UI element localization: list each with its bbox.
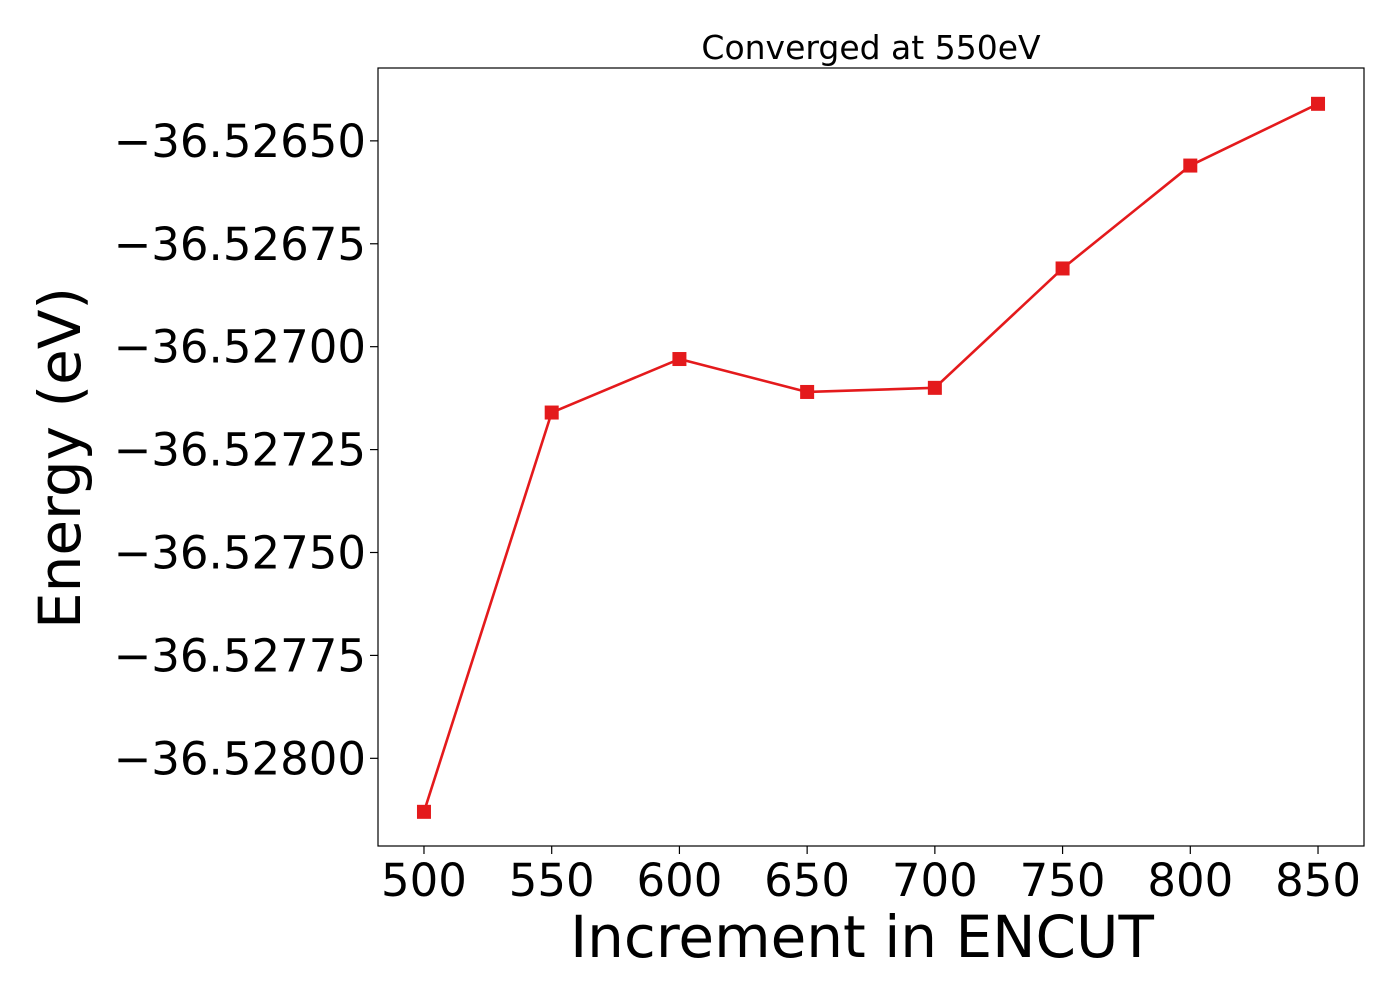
y-tick-label: −36.52750 xyxy=(114,527,366,580)
x-tick-label: 750 xyxy=(1020,854,1106,907)
y-tick-label: −36.52700 xyxy=(114,321,366,374)
x-tick-label: 850 xyxy=(1275,854,1361,907)
series-line xyxy=(422,102,1319,813)
series-layer xyxy=(416,96,1326,819)
y-tick-label: −36.52800 xyxy=(114,732,366,785)
plot-area-frame xyxy=(377,67,1365,847)
x-tick-label: 700 xyxy=(892,854,978,907)
x-tick-label: 650 xyxy=(764,854,850,907)
data-point-marker xyxy=(1311,96,1326,111)
data-point-marker xyxy=(672,352,687,367)
data-point-marker xyxy=(1055,261,1070,276)
x-axis-ticks: 500 550 600 650 700 750 800 850 xyxy=(381,846,1361,907)
x-tick-label: 800 xyxy=(1147,854,1233,907)
chart-title: Converged at 550eV xyxy=(701,28,1041,67)
data-point-marker xyxy=(416,804,431,819)
y-tick-label: −36.52775 xyxy=(114,629,366,682)
y-axis-label: Energy (eV) xyxy=(26,287,94,629)
y-tick-label: −36.52650 xyxy=(114,115,366,168)
y-axis-ticks: −36.52800 −36.52775 −36.52750 −36.52725 −36.… xyxy=(114,115,378,785)
data-point-marker xyxy=(800,384,815,399)
data-point-marker xyxy=(544,405,559,420)
x-axis-label: Increment in ENCUT xyxy=(570,903,1154,971)
x-tick-label: 500 xyxy=(381,854,467,907)
y-tick-label: −36.52675 xyxy=(114,218,366,271)
data-point-marker xyxy=(927,380,942,395)
y-tick-label: −36.52725 xyxy=(114,424,366,477)
x-tick-label: 550 xyxy=(509,854,595,907)
data-point-marker xyxy=(1183,158,1198,173)
x-tick-label: 600 xyxy=(636,854,722,907)
